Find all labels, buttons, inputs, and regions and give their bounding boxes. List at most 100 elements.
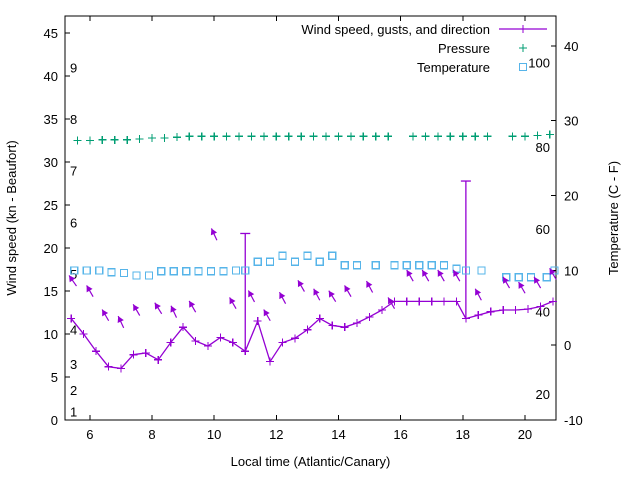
wind-speed-point [474,311,483,320]
pressure-point [508,132,517,141]
beaufort-label: 8 [70,112,77,127]
wind-direction-arrow [210,228,218,241]
x-tick-label: 8 [148,427,155,442]
wind-speed-point [440,297,449,306]
temperature-point [390,261,399,270]
y2-tick-label: 40 [564,39,578,54]
wind-speed-point [216,333,225,342]
temperature-point [169,267,178,276]
legend-label[interactable]: Temperature [417,60,490,75]
y-tick-label: 20 [44,241,58,256]
pressure-point [297,132,306,141]
wind-direction-arrow [313,288,321,301]
pressure-point [210,132,219,141]
wind-speed-point [303,325,312,334]
pressure-point [384,132,393,141]
wind-speed-point [116,364,125,373]
x-tick-label: 10 [207,427,221,442]
temperature-point [340,261,349,270]
y-axis-label: Wind speed (kn - Beaufort) [4,140,19,295]
legend-label[interactable]: Wind speed, gusts, and direction [301,22,490,37]
temperature-point [477,266,486,275]
temperature-point [266,257,275,266]
pressure-point [284,132,293,141]
temperature-point [231,266,241,275]
legend-marker-wind [499,25,547,33]
pressure-point [98,135,107,144]
pressure-point [433,132,442,141]
wind-speed-point [166,338,175,347]
wind-direction-arrow [154,302,163,315]
temperature-point [542,273,551,282]
wind-direction-arrow [132,304,141,316]
pressure-point [520,132,529,141]
y-tick-label: 25 [44,198,58,213]
x-tick-label: 12 [269,427,283,442]
pressure-point [185,132,194,141]
legend-label[interactable]: Pressure [438,41,490,56]
temperature-point [402,261,411,270]
wind-direction-arrow [452,269,461,282]
beaufort-label: 6 [70,215,77,230]
chart-legend[interactable]: Wind speed, gusts, and direction Pressure… [301,22,547,75]
pressure-point [85,136,94,145]
temperature-point [219,267,228,276]
temperature-point [328,251,337,260]
wind-speed-point [499,305,508,314]
pressure-point [197,132,206,141]
wind-direction-arrow [68,275,77,287]
temperature-point [119,268,129,278]
pressure-point [371,132,380,141]
y-axis-ticks: 0 5 10 15 20 25 30 35 40 45 [44,26,70,428]
x-tick-label: 20 [518,427,532,442]
temperature-point [353,261,362,270]
wind-speed-point [536,302,545,311]
fahrenheit-label: 20 [536,387,550,402]
pressure-point [458,132,467,141]
temperature-point [440,261,449,270]
temperature-point [95,266,104,275]
wind-gust-whisker [240,232,251,352]
y-tick-label: 30 [44,155,58,170]
wind-speed-point [452,297,461,306]
y2-tick-label: 30 [564,114,578,129]
beaufort-label: 3 [70,357,77,372]
x-axis-ticks: 6 8 10 12 14 16 18 20 [86,16,532,442]
wind-direction-arrow [406,269,414,282]
y2-tick-label: 0 [564,338,571,353]
temperature-point [290,257,300,266]
wind-direction-arrow [437,269,445,282]
wind-speed-point [427,297,436,306]
beaufort-label: 2 [70,383,77,398]
temperature-point [157,267,166,276]
wind-direction-arrow [170,305,178,318]
wind-speed-point [253,317,262,326]
wind-speed-point [179,323,188,332]
temperature-point [253,257,262,266]
wind-speed-point [315,314,324,323]
wind-direction-arrow [474,288,482,301]
legend-marker-pressure [519,44,527,52]
y-tick-label: 45 [44,26,58,41]
wind-direction-arrow [278,291,287,304]
wind-direction-arrow [387,297,396,310]
pressure-point [446,132,455,141]
wind-speed-point [524,305,533,314]
wind-direction-arrow [421,269,430,282]
pressure-point [334,132,343,141]
wind-speed-point [141,348,150,357]
wind-direction-arrow [502,276,511,289]
wind-speed-point [203,342,212,351]
temperature-point [527,273,536,282]
pressure-point [135,134,144,143]
y-tick-label: 35 [44,112,58,127]
wind-speed-point [154,355,163,364]
wind-direction-arrow [188,300,197,313]
y-tick-label: 15 [44,284,58,299]
temperature-point [194,267,203,276]
y2-axis-ticks: -10 0 10 20 30 40 [551,39,583,428]
temperature-point [82,266,91,275]
wind-direction-arrow [365,280,374,293]
pressure-point [235,132,244,141]
y-tick-label: 5 [51,370,58,385]
